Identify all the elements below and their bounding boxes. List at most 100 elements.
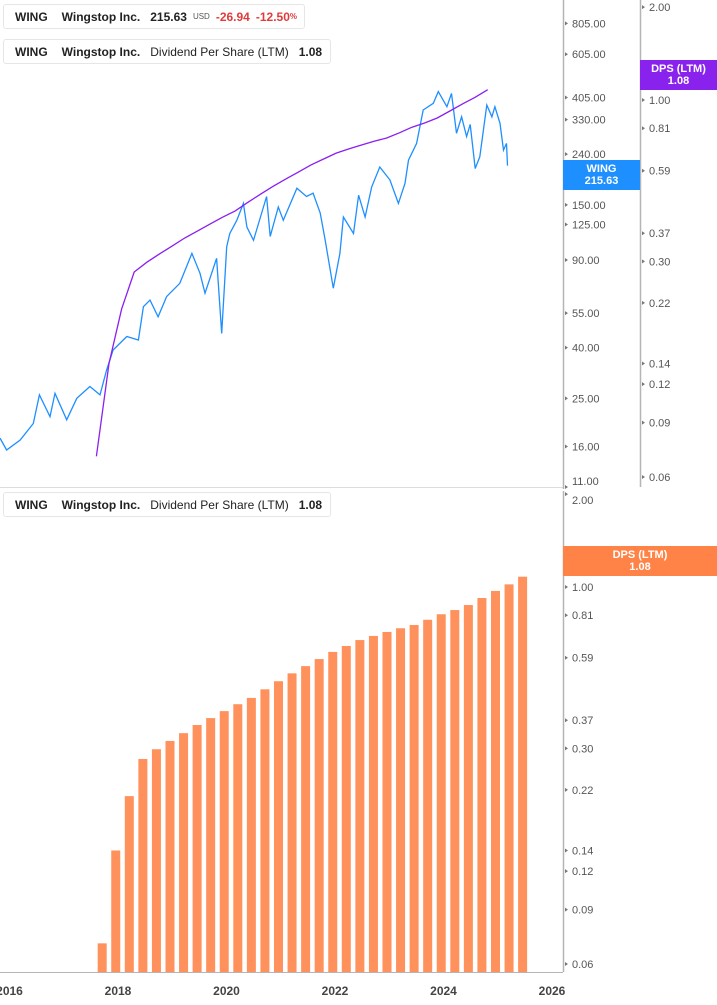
dps-bar: [124, 796, 134, 972]
price-tick-mark: [565, 152, 568, 157]
dps-bar: [206, 718, 216, 972]
dps-line: [95, 89, 489, 457]
price-tag-label: WING: [586, 163, 617, 175]
price-tick-mark: [565, 311, 568, 316]
x-tick-label: 2020: [213, 984, 240, 998]
dps-bar-tick-mark: [565, 746, 568, 751]
dps-tick-label: 0.14: [649, 358, 670, 370]
price-tick-label: 605.00: [572, 49, 606, 61]
dps-tick-mark: [642, 300, 645, 305]
dps-tick-label: 0.30: [649, 256, 670, 268]
legend-metric: Dividend Per Share (LTM): [150, 497, 289, 512]
dps-bar: [219, 711, 229, 972]
legend-change-pct: -12.50: [255, 9, 290, 24]
dps-bar: [273, 681, 283, 972]
price-line: [0, 90, 509, 451]
legend-ticker: WING: [15, 497, 48, 512]
dps-bar-tick-mark: [565, 787, 568, 792]
dps-tick-label: 2.00: [649, 2, 670, 14]
price-tick-mark: [565, 444, 568, 449]
legend-value: 1.08: [298, 44, 323, 59]
dps-bar-tick-mark: [565, 655, 568, 660]
dps-bar: [341, 645, 351, 972]
price-tick-label: 330.00: [572, 115, 606, 127]
dps-tick-label: 0.22: [649, 298, 670, 310]
dps-tick-mark: [642, 259, 645, 264]
dps-bar: [314, 659, 324, 972]
dps-tick-label: 1.00: [649, 95, 670, 107]
price-tick-label: 805.00: [572, 18, 606, 30]
dps-bar: [111, 850, 121, 972]
dps-tick-mark: [642, 231, 645, 236]
dps-tag-value: 1.08: [629, 561, 651, 573]
dps-bar: [436, 614, 446, 972]
price-tick-label: 25.00: [572, 393, 600, 405]
dps-tick-mark: [642, 168, 645, 173]
dps-bar-tick-mark: [565, 718, 568, 723]
dps-tick-mark: [642, 474, 645, 479]
price-legend[interactable]: WING Wingstop Inc. 215.63 USD -26.94 -12…: [3, 4, 305, 29]
dps-bar-tick-label: 0.06: [572, 959, 593, 971]
dps-bar: [423, 619, 433, 972]
dps-bar: [328, 651, 338, 972]
legend-ticker: WING: [15, 44, 48, 59]
dps-bar-tick-mark: [565, 585, 568, 589]
price-tag-value: 215.63: [584, 175, 619, 187]
dps-bar-tick-label: 0.22: [572, 785, 593, 797]
dps-tick-label: 0.81: [649, 123, 670, 135]
dps-bar: [450, 610, 460, 972]
dps-bar: [504, 584, 514, 972]
dps-bar: [463, 605, 473, 972]
dps-bar-tick-label: 0.30: [572, 743, 593, 755]
legend-company: Wingstop Inc.: [61, 9, 141, 24]
dps-tick-mark: [642, 382, 645, 387]
legend-currency: USD: [192, 12, 210, 21]
dps-tag-label: DPS (LTM): [612, 549, 668, 561]
legend-value: 1.08: [298, 497, 323, 512]
dps-legend-bottom[interactable]: WING Wingstop Inc. Dividend Per Share (L…: [3, 492, 331, 517]
x-tick-label: 2026: [539, 984, 566, 998]
legend-pct-sign: %: [289, 12, 298, 21]
dps-tag-top: DPS (LTM) 1.08: [640, 60, 717, 90]
legend-price: 215.63: [150, 9, 187, 24]
dps-bar-tick-label: 0.59: [572, 653, 593, 665]
price-tick-mark: [565, 485, 568, 489]
dps-bar-tick-mark: [565, 907, 568, 912]
dps-bar: [233, 704, 243, 972]
dps-bar-tick-label: 0.81: [572, 610, 593, 622]
legend-change: -26.94: [215, 9, 250, 24]
dps-bar: [97, 943, 107, 972]
dps-tag-value: 1.08: [667, 75, 690, 87]
price-tick-label: 405.00: [572, 93, 606, 105]
price-tick-label: 240.00: [572, 149, 606, 161]
price-tick-mark: [565, 202, 568, 207]
dps-bar: [138, 759, 148, 972]
dps-bar-tick-label: 0.14: [572, 845, 593, 857]
dps-bar-tick-mark: [565, 961, 568, 966]
dps-bar: [192, 725, 202, 972]
dps-bar: [165, 740, 175, 972]
dps-bar-tick-label: 0.09: [572, 905, 593, 917]
dps-bar-tick-mark: [565, 492, 568, 497]
dps-bar: [382, 631, 392, 972]
legend-company: Wingstop Inc.: [61, 497, 141, 512]
dps-legend-top[interactable]: WING Wingstop Inc. Dividend Per Share (L…: [3, 39, 331, 64]
dps-bar: [518, 576, 528, 972]
dps-bar-tick-mark: [565, 869, 568, 874]
dps-bar: [260, 689, 270, 972]
legend-ticker: WING: [15, 9, 48, 24]
dps-bar: [287, 673, 297, 972]
dps-tick-label: 0.59: [649, 166, 670, 178]
price-tick-mark: [565, 95, 568, 100]
dps-bar: [179, 733, 189, 972]
dps-bar-tick-mark: [565, 848, 568, 853]
dps-tick-mark: [642, 361, 645, 366]
x-tick-label: 2016: [0, 984, 23, 998]
price-tag: WING 215.63: [563, 160, 640, 190]
price-tick-label: 55.00: [572, 308, 600, 320]
dps-bar: [246, 697, 256, 972]
dps-bar: [301, 666, 311, 972]
price-tick-mark: [565, 396, 568, 401]
price-tick-mark: [565, 257, 568, 262]
